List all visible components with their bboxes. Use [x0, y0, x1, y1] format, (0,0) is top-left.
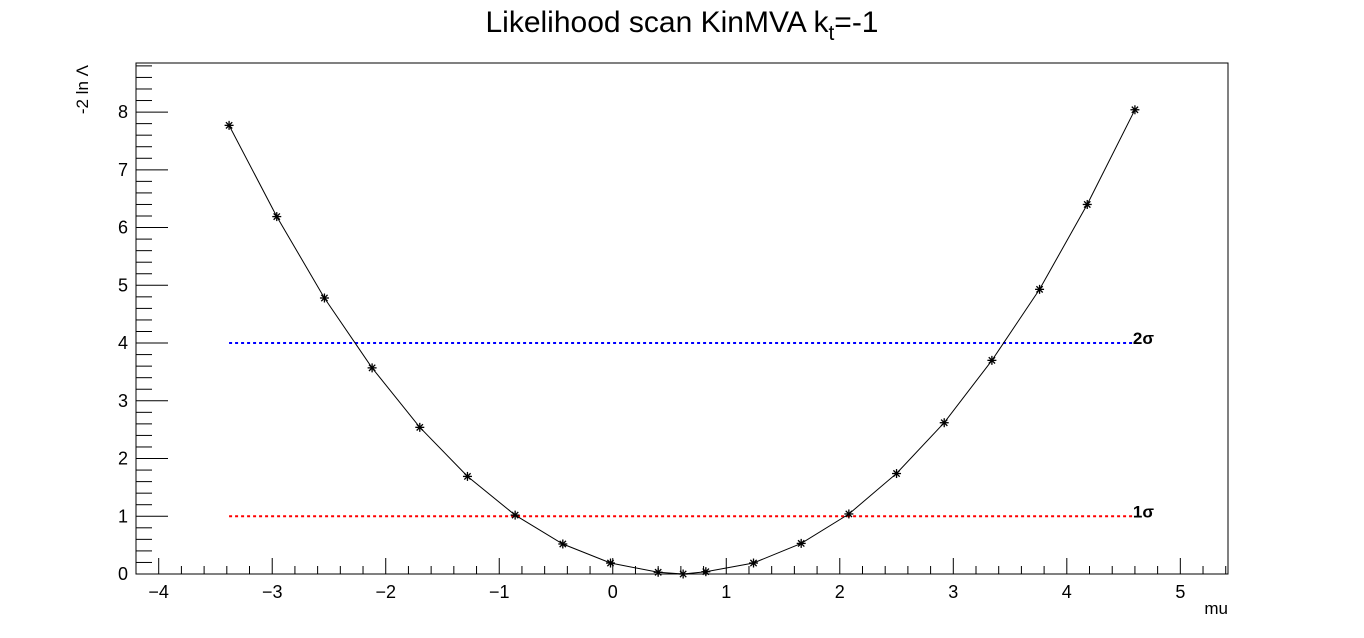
plot-frame: [135, 62, 1229, 575]
data-point: [272, 212, 282, 222]
x-tick-label: 4: [1062, 582, 1072, 602]
data-point: [367, 363, 377, 373]
reference-lines: 1σ 2σ: [229, 329, 1154, 521]
y-tick-label: 1: [118, 506, 128, 526]
data-point: [510, 510, 520, 520]
chart-title-suffix: =-1: [834, 6, 878, 39]
data-point: [1130, 105, 1140, 115]
data-point: [224, 120, 234, 130]
x-tick-label: −4: [148, 582, 169, 602]
x-axis-label: mu: [1204, 599, 1228, 618]
data-point: [678, 569, 688, 579]
x-tick-label: 1: [721, 582, 731, 602]
y-axis-label: -2 ln Λ: [73, 64, 92, 114]
x-tick-label: 0: [608, 582, 618, 602]
data-point: [1035, 284, 1045, 294]
chart-title-subscript: t: [828, 22, 834, 45]
data-point: [462, 471, 472, 481]
data-point: [653, 567, 663, 577]
data-point: [415, 422, 425, 432]
x-tick-label: −3: [262, 582, 283, 602]
data-point: [987, 355, 997, 365]
data-point: [605, 558, 615, 568]
series-group: [224, 105, 1140, 579]
chart-title-main: Likelihood scan KinMVA k: [485, 6, 829, 39]
data-point: [701, 567, 711, 577]
x-tick-label: 2: [835, 582, 845, 602]
x-tick-label: 3: [948, 582, 958, 602]
x-tick-label: −1: [489, 582, 510, 602]
tick-labels: −4 −3 −2 −1 0 1 2 3 4 5 0 1 2 3 4 5 6 7 8: [118, 102, 1185, 602]
data-point: [844, 509, 854, 519]
x-tick-label: 5: [1175, 582, 1185, 602]
y-tick-label: 7: [118, 160, 128, 180]
data-point: [796, 538, 806, 548]
data-point: [939, 418, 949, 428]
sigma-annotation: 2σ: [1133, 329, 1154, 348]
data-point: [749, 558, 759, 568]
data-point: [558, 539, 568, 549]
data-point: [319, 293, 329, 303]
data-point: [892, 469, 902, 479]
y-tick-label: 0: [118, 564, 128, 584]
y-tick-label: 3: [118, 391, 128, 411]
chart-title: Likelihood scan KinMVA kt=-1: [485, 6, 878, 45]
y-tick-label: 2: [118, 449, 128, 469]
y-tick-label: 5: [118, 275, 128, 295]
y-tick-label: 6: [118, 218, 128, 238]
data-point: [1082, 199, 1092, 209]
series-line: [228, 109, 1136, 575]
y-tick-label: 8: [118, 102, 128, 122]
sigma-annotation: 1σ: [1133, 502, 1154, 521]
y-tick-label: 4: [118, 333, 128, 353]
axis-ticks: [135, 65, 1227, 575]
x-tick-label: −2: [375, 582, 396, 602]
